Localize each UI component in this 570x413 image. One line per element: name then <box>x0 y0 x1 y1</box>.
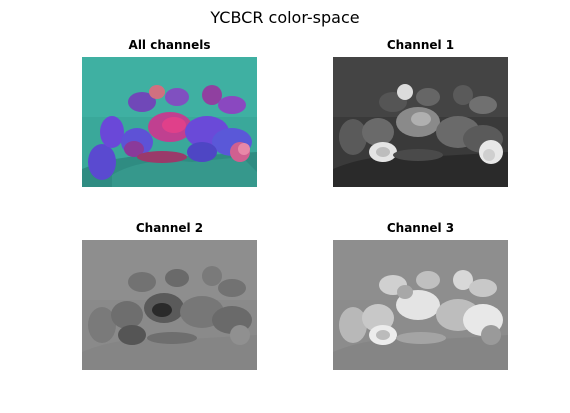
panel-channel-1: Channel 1 <box>333 38 508 187</box>
image-all-channels <box>82 57 257 187</box>
image-channel-2 <box>82 240 257 370</box>
panel-title-channel-1: Channel 1 <box>386 38 455 52</box>
panel-title-channel-2: Channel 2 <box>135 221 204 235</box>
panel-title-channel-3: Channel 3 <box>386 221 455 235</box>
panel-all-channels: All channels <box>82 38 257 187</box>
panel-title-all-channels: All channels <box>128 38 211 52</box>
panel-channel-3: Channel 3 <box>333 221 508 370</box>
figure-title: YCBCR color-space <box>210 8 360 27</box>
panel-channel-2: Channel 2 <box>82 221 257 370</box>
image-channel-1 <box>333 57 508 187</box>
image-channel-3 <box>333 240 508 370</box>
